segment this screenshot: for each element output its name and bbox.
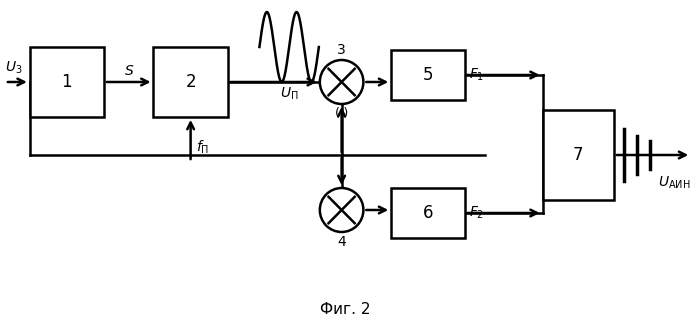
Text: $U_3$: $U_3$ (5, 60, 22, 76)
Text: 1: 1 (61, 73, 72, 91)
Text: 5: 5 (423, 66, 433, 84)
Circle shape (320, 188, 364, 232)
Text: 4: 4 (337, 235, 346, 249)
Bar (154, 47, 228, 117)
Text: 2: 2 (185, 73, 196, 91)
Text: $F_1$: $F_1$ (469, 67, 484, 83)
Text: (-): (-) (334, 107, 349, 120)
Text: Фиг. 2: Фиг. 2 (320, 303, 371, 318)
Bar (391, 50, 466, 100)
Text: $U_\Pi$: $U_\Pi$ (280, 86, 298, 103)
Text: 7: 7 (573, 146, 584, 164)
Bar (542, 110, 614, 200)
Text: $S$: $S$ (124, 64, 134, 78)
Text: 3: 3 (337, 43, 346, 57)
Text: $F_2$: $F_2$ (469, 205, 484, 221)
Text: $U_\mathrm{АИН}$: $U_\mathrm{АИН}$ (658, 175, 691, 191)
Text: 6: 6 (423, 204, 433, 222)
Text: $f_\Pi$: $f_\Pi$ (195, 138, 209, 156)
Bar (30, 47, 104, 117)
Bar (391, 188, 466, 238)
Circle shape (320, 60, 364, 104)
